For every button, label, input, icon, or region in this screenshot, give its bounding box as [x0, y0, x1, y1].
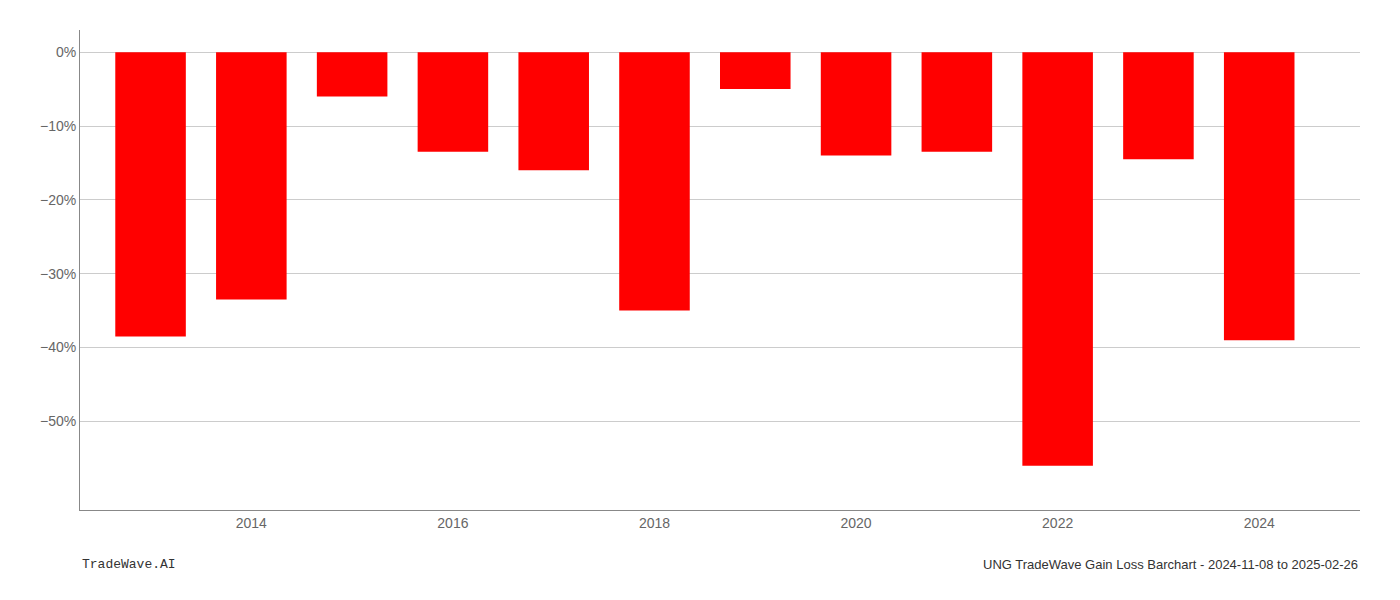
svg-text:2014: 2014: [236, 515, 267, 531]
svg-text:TradeWave.AI: TradeWave.AI: [82, 557, 176, 572]
svg-text:2022: 2022: [1042, 515, 1073, 531]
svg-text:−20%: −20%: [40, 192, 76, 208]
svg-text:2016: 2016: [437, 515, 468, 531]
svg-text:−40%: −40%: [40, 339, 76, 355]
svg-text:−30%: −30%: [40, 266, 76, 282]
svg-text:2018: 2018: [639, 515, 670, 531]
svg-text:−10%: −10%: [40, 118, 76, 134]
svg-text:2020: 2020: [840, 515, 871, 531]
svg-text:UNG TradeWave Gain Loss Barcha: UNG TradeWave Gain Loss Barchart - 2024-…: [983, 557, 1358, 572]
svg-text:2024: 2024: [1244, 515, 1275, 531]
svg-text:−50%: −50%: [40, 413, 76, 429]
svg-text:0%: 0%: [56, 44, 76, 60]
